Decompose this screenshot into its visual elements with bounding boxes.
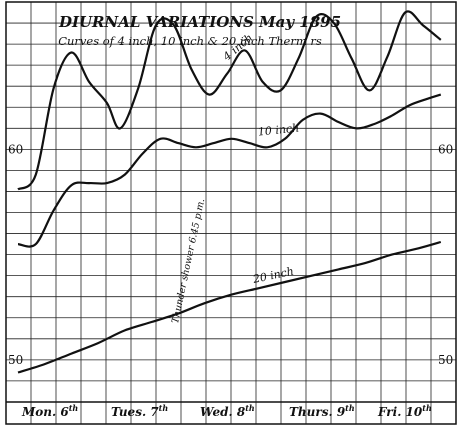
- temp-tick-label-right: 50: [438, 353, 453, 367]
- day-label: Wed. 8th: [200, 403, 255, 419]
- series-label-20-inch: 20 inch: [251, 265, 295, 287]
- annotation-thunder-shower: Thunder shower 6.45 p.m.: [170, 198, 207, 325]
- day-label: Tues. 7th: [111, 403, 168, 419]
- temp-tick-label-left: 60: [8, 142, 23, 156]
- curves: [17, 10, 442, 374]
- grid: [6, 2, 456, 424]
- temp-tick-label-right: 60: [438, 142, 453, 156]
- series-line-10-inch: [17, 93, 442, 248]
- chart-subtitle: Curves of 4 inch, 10 inch & 20 inch Ther…: [58, 34, 322, 48]
- series-label-10-inch: 10 inch: [257, 121, 299, 138]
- day-label: Fri. 10th: [377, 403, 432, 419]
- day-label: Thurs. 9th: [289, 403, 355, 419]
- series-line-20-inch: [17, 240, 442, 374]
- chart-title: DIURNAL VARIATIONS May 1895: [58, 13, 341, 31]
- series-line-4-inch: [17, 10, 442, 191]
- day-label: Mon. 6th: [21, 403, 78, 419]
- chart-frame: [5, 1, 457, 425]
- temp-tick-label-left: 50: [8, 353, 23, 367]
